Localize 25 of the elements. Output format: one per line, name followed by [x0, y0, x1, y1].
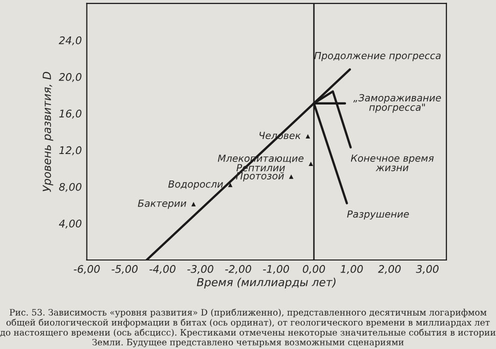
x-tick-label: 0,00: [302, 265, 325, 274]
y-tick-label: 20,0: [58, 73, 82, 82]
annotation: Бактерии: [138, 200, 186, 209]
x-tick-label: -2,00: [225, 265, 252, 274]
x-tick-label: 1,00: [340, 265, 363, 274]
annotation: Водоросли: [168, 180, 223, 190]
y-tick-label: 12,0: [59, 146, 82, 156]
text: Рис. 53. Зависимость «уровня развития» D (приближенно), представленного десятичным логарифмом общей биологической информации в битах (ось ординат), от геологического времени в миллиардах лет до настоящего времени (ось абсцисс). Крестиками отмечены некоторые значительные события в истории Земли. Будущее представлено четырьмя возможными сценариями: [0, 308, 496, 348]
y-tick-label: 24,0: [58, 36, 82, 46]
annotation: Разрушение: [347, 210, 409, 220]
x-tick-label: 2,00: [378, 265, 401, 274]
y-tick-label: 4,00: [58, 220, 82, 229]
y-tick-label: 16,0: [59, 110, 82, 119]
x-tick-label: -1,00: [263, 265, 290, 274]
annotation: Протозой: [236, 172, 284, 182]
annotation: Конечное время жизни: [350, 154, 434, 172]
y-axis-title: Уровень развития, D: [42, 72, 54, 192]
x-tick-label: -3,00: [187, 265, 214, 274]
x-tick-label: 3,00: [416, 265, 439, 274]
x-axis-title: Время (миллиарды лет): [196, 278, 336, 288]
x-tick-label: -5,00: [112, 265, 138, 274]
annotation: „Замораживание прогресса": [353, 94, 441, 113]
x-tick-label: -6,00: [74, 265, 100, 274]
x-tick-label: -4,00: [150, 265, 176, 274]
y-tick-label: 8,00: [59, 182, 82, 192]
